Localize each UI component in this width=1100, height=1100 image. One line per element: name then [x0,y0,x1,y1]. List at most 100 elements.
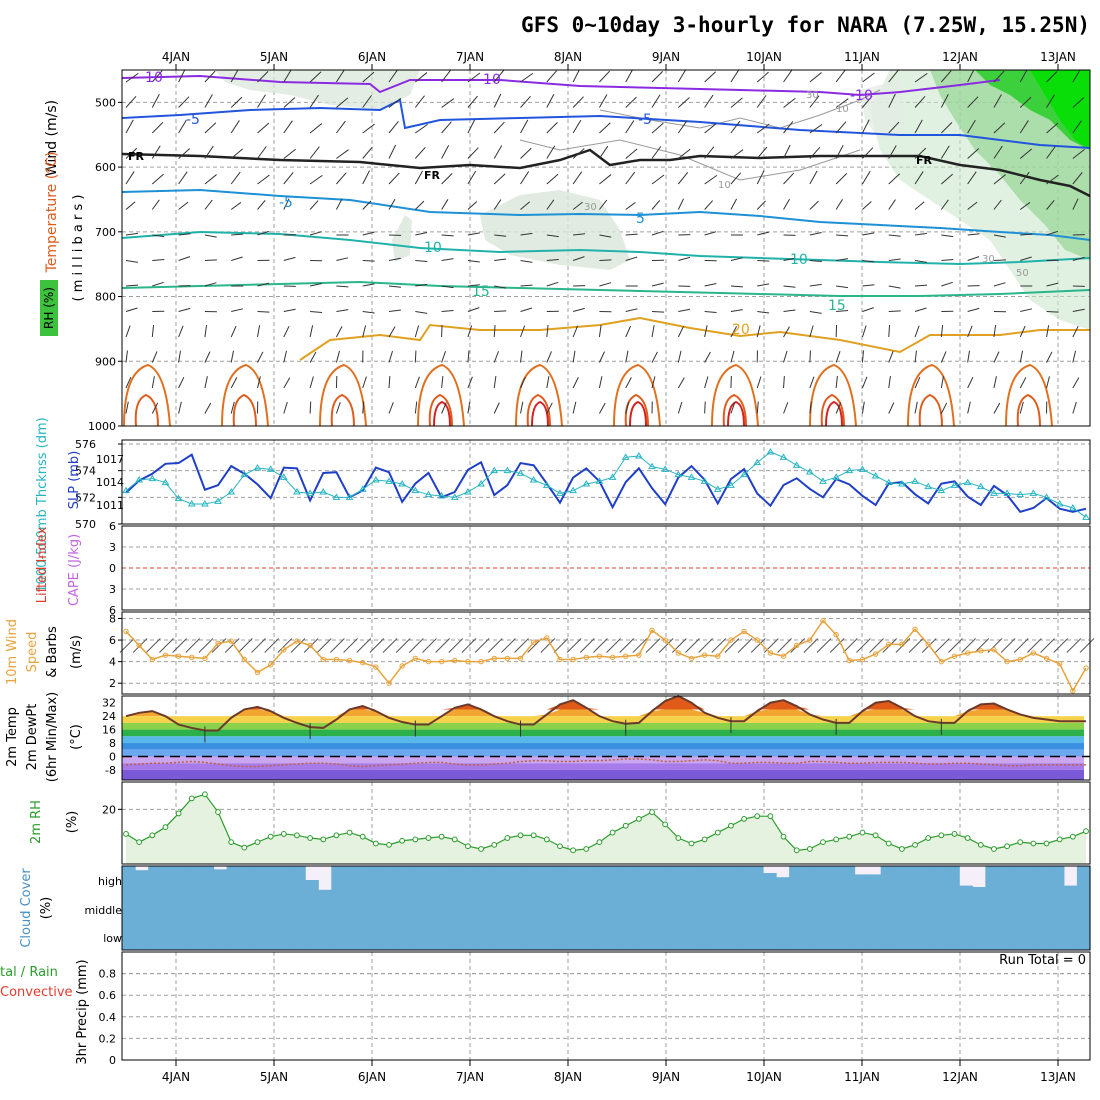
wind-barb [467,401,471,414]
wind-barb [836,309,849,312]
wind-barb [230,148,244,159]
temp-contour-fr [122,148,1090,198]
rh-point [635,816,642,822]
wind10-point [1083,665,1089,671]
cloud-bar [606,922,620,950]
wind-barb [125,260,138,263]
wind-barb [151,376,155,389]
wind-barb [494,310,507,312]
cloud-bar [959,922,973,950]
wind10-barb [882,638,898,653]
cloud-bar [854,922,869,950]
wind-barb [546,145,556,159]
wind-barb [1019,325,1026,338]
warm-contour-25 [809,363,857,426]
wind-barb [1072,97,1085,108]
wind-barb [809,311,822,314]
wind-barb [783,121,794,134]
thickness-point [332,493,341,500]
wind10-point [649,627,655,634]
wind-barb [335,350,340,363]
wind-barb [914,307,927,312]
wind10-barb [382,638,398,653]
cloud-bar [161,866,175,894]
cloud-bar [122,922,136,950]
wind-barb [678,148,691,159]
wind-barb [310,283,322,287]
wind10-point [491,655,497,662]
thickness-point [1042,493,1051,500]
wind-barb [546,258,559,261]
thickness-point [122,486,130,494]
rh-point [386,841,392,848]
cloud-bar [357,922,372,950]
thickness-point [700,477,709,484]
wind10-barb [330,638,345,653]
wind-barb [309,231,322,236]
cloud-bar [213,869,228,894]
wind-barb [651,174,665,185]
wind10-point [662,637,668,643]
wind10-barb [316,638,332,653]
wind-barb [309,146,320,159]
date-label: 7JAN [456,1070,484,1084]
cloud-bar [527,922,542,950]
wind-barb [335,326,343,338]
cloud-bar [579,894,594,922]
cloud-bar [239,866,254,894]
wind-barb [520,376,526,389]
slp-tick-label: 1011 [96,499,124,512]
date-labels-bottom: 4JAN 5JAN 6JAN 7JAN 8JAN 9JAN 10JAN 11JA… [162,1070,1076,1084]
thickness-point [990,489,998,496]
cloud-bar [435,922,450,950]
cloud-bar [331,894,345,922]
rh-point [1043,840,1050,847]
cloud-bar [566,866,581,894]
wind-barb [546,402,553,414]
thickness-point [1055,500,1064,507]
rh-shade-band3 [392,215,412,262]
wind-barb [678,308,691,312]
cloud-bar [148,922,162,950]
cloud-bar [985,866,1000,894]
cloud-bar [919,894,934,922]
wind-barb [257,146,267,159]
wind-barb [494,285,507,289]
thickness-point [924,482,933,490]
wind-barb [572,119,582,134]
wind10-point [1043,655,1050,662]
rh-shade-band2 [480,190,630,270]
cloud-bar [893,866,908,894]
wind-barb [309,401,312,414]
rh-point [412,836,419,843]
cloud-bar [841,922,856,950]
cloud-bar [527,894,542,922]
wind-barb [572,256,585,261]
rh-point [254,839,261,846]
wind-barb [178,401,182,414]
wind-barb [257,282,270,287]
cloud-bar [776,894,790,922]
wind-barb [809,376,815,389]
wind-barb [1046,230,1059,236]
wind10-barb [369,638,385,653]
wind-barb [467,350,470,363]
wind-barb [388,375,391,389]
cloud-bar [919,866,934,894]
cloud-bar [187,922,202,950]
wind-barb [204,122,217,134]
wind-barb [362,376,367,389]
rh2m-label: 2m RH [29,800,44,844]
wind-barb [599,259,612,261]
cloud-bar [815,866,829,894]
wind10-barb [185,638,201,653]
cloud-bar [252,922,267,950]
lifted-tick-label: 6 [109,604,116,617]
cloud-bar [697,866,712,894]
wind-barb [573,233,586,236]
cloud-bar [749,894,764,922]
thickness-point [214,497,222,504]
wind-barb [178,376,185,389]
cloud-bar [475,866,489,894]
rh-point [1056,836,1063,843]
